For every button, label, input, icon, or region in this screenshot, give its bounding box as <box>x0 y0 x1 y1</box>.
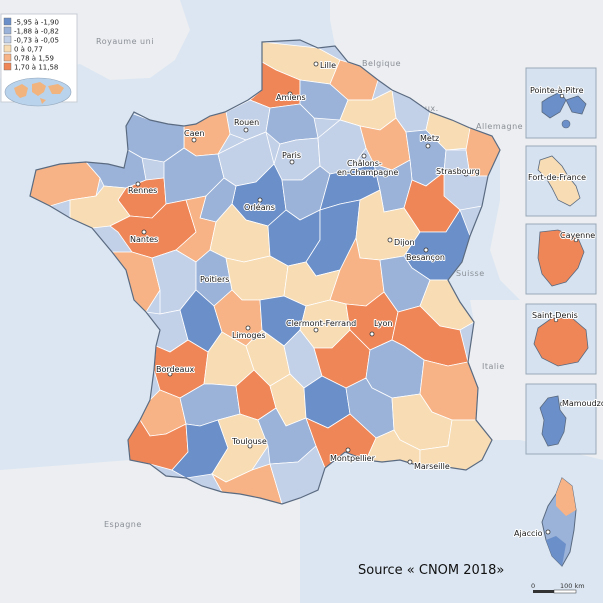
city-chalons-2: en-Champagne <box>337 168 398 177</box>
france-outline <box>29 39 501 505</box>
city-dot-bordeaux <box>167 371 173 377</box>
city-dot-lyon <box>369 331 375 337</box>
city-chalons: Châlons- <box>347 159 382 168</box>
spain-land <box>0 460 300 603</box>
legend-rows: -5,95 à -1,90-1,88 à -0,82-0,73 à -0,050… <box>3 17 59 72</box>
city-marseille: Marseille <box>414 462 450 471</box>
city-dot-montpellier <box>345 447 351 453</box>
city-montpellier: Montpellier <box>330 454 376 463</box>
city-dot-amiens <box>287 91 293 97</box>
city-paris: Paris <box>282 151 301 160</box>
city-lille: Lille <box>320 61 336 70</box>
legend-label-4: 0,78 à 1,59 <box>14 55 54 63</box>
city-clermont: Clermont-Ferrand <box>286 319 356 328</box>
city-dot-rennes <box>135 181 141 187</box>
legend: -5,95 à -1,90-1,88 à -0,82-0,73 à -0,050… <box>0 13 78 107</box>
source-caption: Source « CNOM 2018» <box>358 563 505 578</box>
city-dot-nantes <box>141 229 147 235</box>
country-spain: Espagne <box>104 520 142 529</box>
city-rennes: Rennes <box>128 186 157 195</box>
overseas-insets: Pointe-à-Pitre Fort-de-France Cayenne Sa… <box>525 67 603 455</box>
city-dot-chalons <box>361 153 367 159</box>
city-orleans: Orléans <box>244 202 275 212</box>
city-dot-orleans <box>257 197 263 203</box>
legend-label-3: 0 à 0,77 <box>14 46 43 54</box>
city-dot-toulouse <box>247 443 253 449</box>
city-dot-dijon <box>387 237 393 243</box>
scale-bar: 0 100 km <box>531 582 585 594</box>
city-bordeaux: Bordeaux <box>156 365 195 374</box>
country-belgium: Belgique <box>362 59 401 68</box>
legend-swatch-1 <box>3 26 12 35</box>
city-dot-clermont <box>313 327 319 333</box>
city-dijon: Dijon <box>394 238 415 247</box>
city-nantes: Nantes <box>130 235 158 244</box>
city-ajaccio: Ajaccio <box>514 529 543 538</box>
country-switzerland: Suisse <box>456 269 485 278</box>
legend-label-5: 1,70 à 11,58 <box>14 64 58 72</box>
legend-swatch-3 <box>3 44 12 53</box>
inset-guadeloupe: Pointe-à-Pitre <box>525 67 597 139</box>
city-dot-rouen <box>243 127 249 133</box>
city-mamoudzou: Mamoudzou <box>562 399 603 408</box>
city-lyon: Lyon <box>374 319 392 328</box>
inset-reunion: Saint-Denis <box>525 303 597 375</box>
legend-label-1: -1,88 à -0,82 <box>14 28 59 36</box>
city-dot-besancon <box>423 247 429 253</box>
scale-zero: 0 <box>531 582 535 590</box>
city-poitiers: Poitiers <box>200 275 229 284</box>
corsica <box>541 477 577 567</box>
legend-swatch-2 <box>3 35 12 44</box>
inset-guyane: Cayenne <box>525 223 597 295</box>
inset-martinique: Fort-de-France <box>525 145 597 217</box>
city-dot-marseille <box>407 459 413 465</box>
city-metz: Metz <box>420 134 439 143</box>
legend-swatch-0 <box>3 17 12 26</box>
city-toulouse: Toulouse <box>231 437 267 446</box>
scale-max: 100 km <box>560 582 585 590</box>
legend-swatch-5 <box>3 62 12 71</box>
city-strasbourg: Strasbourg <box>436 167 480 176</box>
inset-mayotte: Mamoudzou <box>525 383 603 455</box>
country-germany: Allemagne <box>476 122 523 131</box>
city-rouen: Rouen <box>234 118 259 127</box>
city-cayenne: Cayenne <box>560 231 595 240</box>
legend-swatch-4 <box>3 53 12 62</box>
legend-label-2: -0,73 à -0,05 <box>14 37 59 45</box>
city-caen: Caen <box>184 129 204 138</box>
city-dot-caen <box>191 137 197 143</box>
city-saint-denis: Saint-Denis <box>532 311 578 320</box>
country-italy: Italie <box>482 362 505 371</box>
country-uk: Royaume uni <box>96 37 154 46</box>
city-dot-strasbourg <box>463 171 469 177</box>
city-amiens: Amiens <box>276 93 306 102</box>
city-markers: Lille Amiens Rouen Caen Paris Châlons- e… <box>127 60 551 539</box>
city-dot-ajaccio <box>545 529 551 535</box>
country-lux: Lux. <box>420 104 439 113</box>
city-dot-paris <box>289 159 295 165</box>
city-besancon: Besançon <box>406 253 445 262</box>
department-cell <box>69 185 131 229</box>
city-fort-de-france: Fort-de-France <box>528 173 586 182</box>
world-locator-icon <box>4 77 72 107</box>
city-pointe-a-pitre: Pointe-à-Pitre <box>530 86 584 95</box>
city-limoges: Limoges <box>232 331 266 340</box>
city-dot-lille <box>313 61 319 67</box>
city-dot-poitiers <box>211 277 217 283</box>
city-dot-metz <box>425 143 431 149</box>
legend-label-0: -5,95 à -1,90 <box>14 19 59 27</box>
department-cells <box>30 41 500 504</box>
city-dot-limoges <box>245 325 251 331</box>
france-map <box>29 39 501 505</box>
